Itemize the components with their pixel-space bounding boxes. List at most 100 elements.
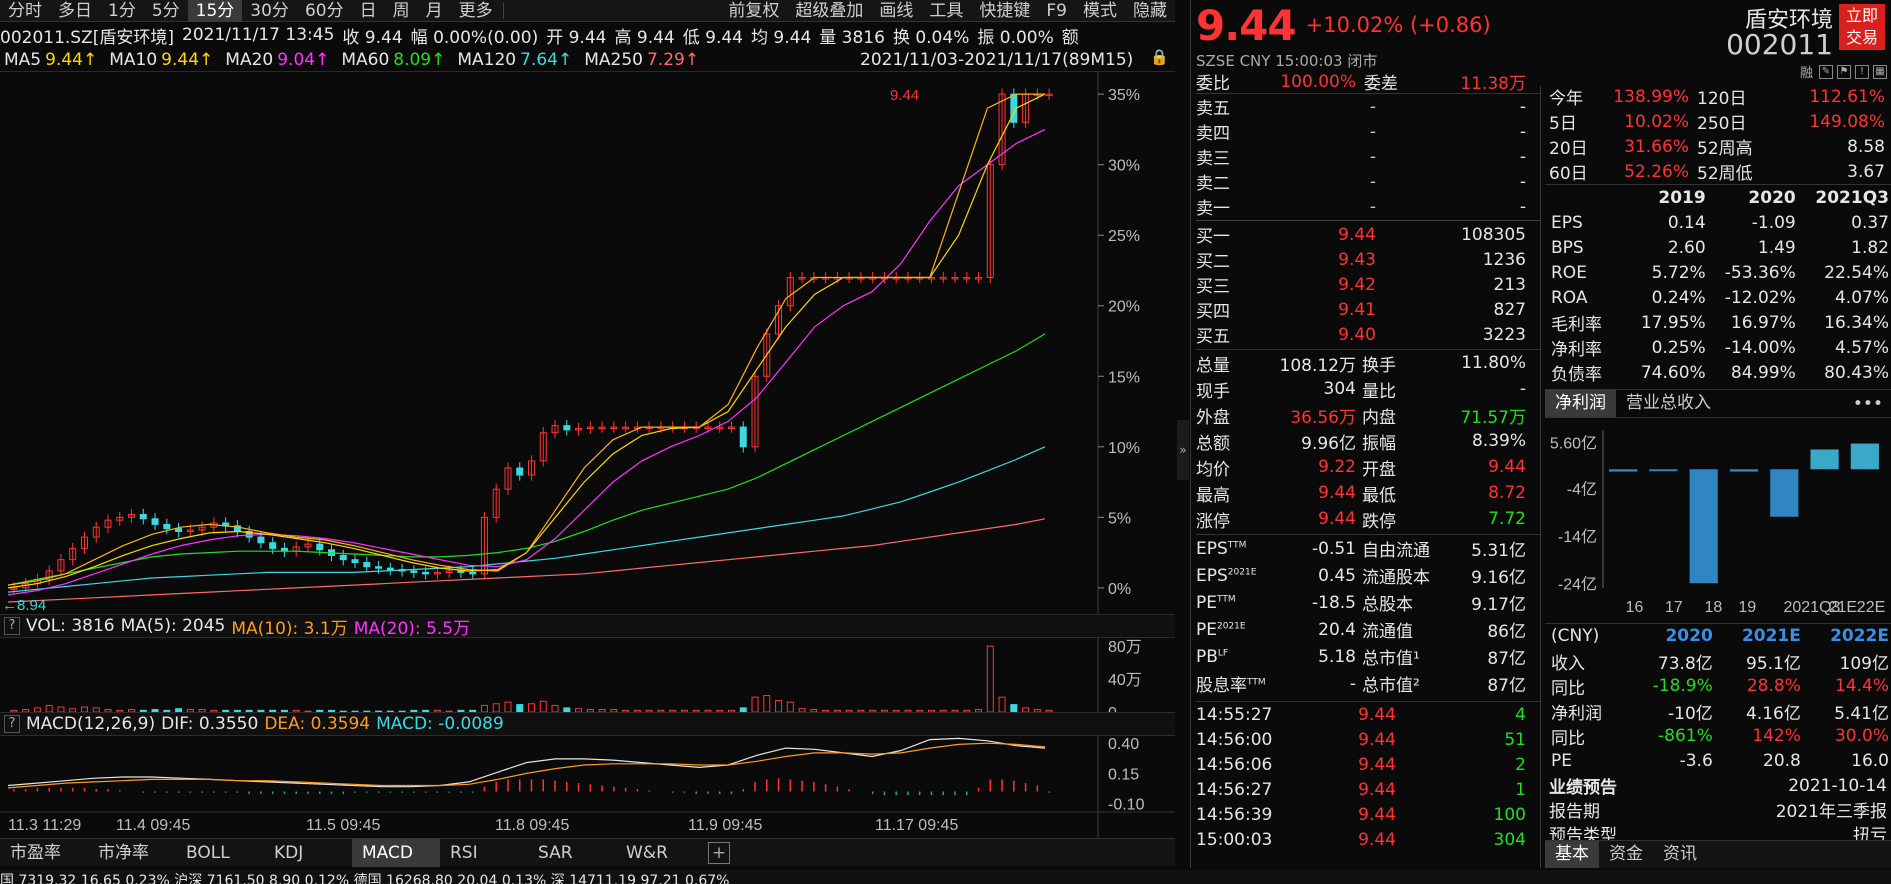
- volume-bar: [751, 696, 759, 713]
- alert-icon[interactable]: !: [1855, 64, 1869, 79]
- fin-value: -53.36%: [1724, 262, 1796, 283]
- candle: [128, 514, 136, 518]
- period-tab-6[interactable]: 60分: [304, 0, 344, 21]
- bar-y-label: -24亿: [1558, 575, 1597, 593]
- tool-button-2[interactable]: 画线: [879, 0, 914, 21]
- volume-bar: [563, 707, 571, 713]
- period-tab-8[interactable]: 周: [392, 0, 410, 21]
- bid-level-4-label: 买五: [1196, 327, 1230, 347]
- candle: [786, 277, 794, 307]
- fin-value: 0.14: [1667, 212, 1706, 233]
- collapse-panel-handle[interactable]: »: [1177, 420, 1189, 480]
- price-change: +10.02% (+0.86): [1305, 13, 1491, 37]
- bid-level-3-price: 9.41: [1338, 299, 1376, 320]
- period-tab-10[interactable]: 更多: [458, 0, 493, 21]
- fin-value: 4.57%: [1834, 337, 1889, 358]
- forecast-value: 28.8%: [1746, 676, 1801, 696]
- indicator-tab-2[interactable]: BOLL: [186, 842, 230, 863]
- info-tab-1[interactable]: 资金: [1609, 844, 1643, 864]
- edit-icon[interactable]: ✎: [1819, 64, 1833, 79]
- forecast-value: -10亿: [1668, 703, 1713, 724]
- volume-bar: [1022, 707, 1030, 713]
- volume-bar: [45, 704, 53, 713]
- period-tab-2[interactable]: 1分: [108, 0, 136, 21]
- bar-datetime: 2021/11/17 13:45: [182, 25, 335, 45]
- flag-icon[interactable]: ⚑: [1837, 64, 1851, 79]
- tool-button-5[interactable]: F9: [1046, 0, 1067, 21]
- valuation-label-2: 总市值²: [1362, 676, 1420, 696]
- ma-label-5: MA250: [584, 49, 643, 70]
- tool-button-4[interactable]: 快捷键: [979, 0, 1031, 21]
- valuation-row: EPSTTM -0.51 自由流通 5.31亿: [1196, 535, 1541, 562]
- fin-value: 1.82: [1851, 237, 1889, 258]
- grid-icon[interactable]: ▦: [1873, 64, 1887, 79]
- candle: [1045, 93, 1053, 97]
- period-tab-3[interactable]: 5分: [151, 0, 180, 21]
- bar-x-label: 21E: [1829, 599, 1857, 616]
- profit-tab-1[interactable]: 营业总收入: [1626, 393, 1711, 413]
- perf-value: 10.02%: [1624, 111, 1689, 132]
- tool-button-1[interactable]: 超级叠加: [795, 0, 864, 21]
- period-tab-4[interactable]: 15分: [187, 0, 243, 22]
- candle: [269, 542, 277, 549]
- tool-button-7[interactable]: 隐藏: [1133, 0, 1167, 21]
- period-tab-5[interactable]: 30分: [250, 0, 289, 21]
- period-tab-7[interactable]: 日: [359, 0, 377, 21]
- stat-value: 7.72: [1488, 509, 1526, 529]
- more-icon[interactable]: •••: [1852, 393, 1883, 414]
- bar-x-label: 2021Q3: [1783, 599, 1840, 616]
- fin-value: 16.97%: [1730, 312, 1796, 333]
- forecast-value: 16.0: [1851, 751, 1889, 771]
- tick-row: 15:00:03 9.44 304: [1196, 827, 1541, 852]
- bid-level-3: 买四 9.41 827: [1196, 297, 1541, 323]
- period-tab-1[interactable]: 多日: [58, 0, 92, 21]
- bar-amount: 额: [1061, 27, 1079, 48]
- valuation-basis: LF: [1217, 647, 1229, 658]
- lock-icon[interactable]: 🔒: [1150, 48, 1169, 66]
- tick-time: 14:56:27: [1196, 779, 1273, 800]
- indicator-tab-4[interactable]: MACD: [352, 838, 440, 867]
- candle: [363, 561, 371, 568]
- candle: [80, 536, 88, 549]
- help-icon[interactable]: ?: [4, 617, 20, 635]
- trade-now-button[interactable]: 立即交易: [1839, 4, 1885, 50]
- info-tab-0[interactable]: 基本: [1545, 841, 1599, 868]
- bar-turnover: 换 0.04%: [892, 27, 970, 48]
- price-tick-label: 5%: [1108, 510, 1131, 527]
- ask-level-3-price: -: [1369, 171, 1376, 192]
- ask-level-0-label: 卖五: [1196, 99, 1230, 119]
- info-tab-2[interactable]: 资讯: [1663, 844, 1697, 864]
- tool-button-6[interactable]: 模式: [1083, 0, 1117, 21]
- valuation-label: EPS2021E: [1196, 566, 1286, 586]
- candle: [775, 305, 783, 335]
- bid-level-1-volume: 1236: [1482, 249, 1526, 270]
- indicator-tab-6[interactable]: SAR: [538, 842, 573, 863]
- forecast-value: -18.9%: [1652, 676, 1713, 696]
- profit-tab-0[interactable]: 净利润: [1545, 390, 1616, 417]
- indicator-tab-5[interactable]: RSI: [450, 842, 478, 863]
- period-tab-0[interactable]: 分时: [8, 0, 42, 21]
- fin-value: 0.25%: [1651, 337, 1706, 358]
- volume-bar: [528, 703, 535, 713]
- stat-value: 9.96亿: [1301, 433, 1356, 454]
- indicator-tab-7[interactable]: W&R: [626, 842, 668, 863]
- candle: [433, 571, 441, 575]
- bar-close: 收 9.44: [342, 27, 403, 48]
- financial-table: 2019 2020 2021Q3 EPS 0.14 -1.09 0.37 BPS 2.60 1.4…: [1545, 185, 1891, 386]
- tool-button-3[interactable]: 工具: [929, 0, 964, 21]
- time-tick-label: 11.3 11:29: [8, 817, 81, 834]
- candle: [163, 523, 171, 530]
- indicator-tab-0[interactable]: 市盈率: [10, 842, 61, 863]
- indicator-tab-3[interactable]: KDJ: [274, 842, 304, 863]
- period-tab-9[interactable]: 月: [425, 0, 443, 21]
- perf-value: 8.58: [1847, 136, 1885, 157]
- perf-value: 31.66%: [1624, 136, 1689, 157]
- help-icon[interactable]: ?: [4, 715, 20, 733]
- tool-button-0[interactable]: 前复权: [728, 0, 780, 21]
- indicator-tab-1[interactable]: 市净率: [98, 842, 149, 863]
- notice-date: 2021-10-14: [1788, 775, 1887, 796]
- stat-value: 304: [1323, 379, 1356, 399]
- add-indicator-icon[interactable]: +: [708, 841, 730, 864]
- ma-label-3: MA60: [341, 49, 390, 70]
- ma-value-4: 7.64↑: [520, 49, 573, 70]
